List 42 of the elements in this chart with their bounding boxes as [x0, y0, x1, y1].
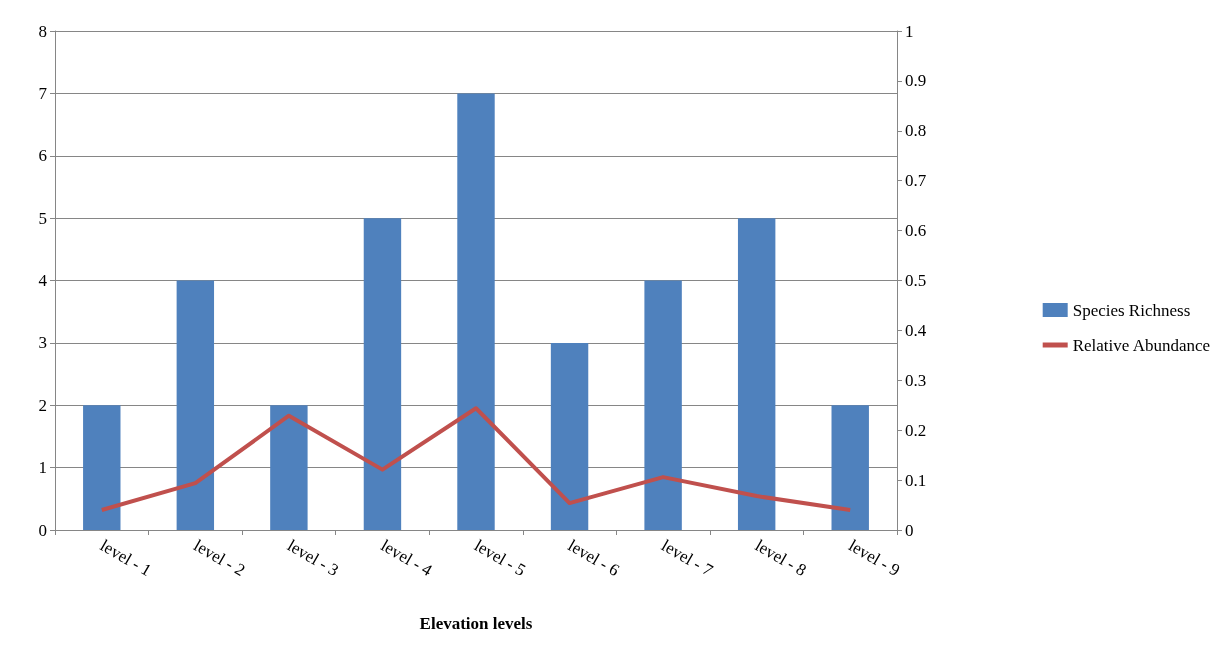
legend-label: Relative Abundance: [1072, 335, 1211, 355]
bar: [270, 405, 308, 530]
x-axis-title: Elevation levels: [419, 614, 533, 633]
x-tick-label: level - 9: [845, 535, 904, 581]
x-tick-label: level - 2: [190, 535, 249, 581]
y2-tick-label: 0.7: [905, 171, 927, 191]
bar: [83, 405, 121, 530]
y-tick-label: 4: [38, 271, 48, 290]
y-tick-label: 8: [38, 21, 47, 41]
bar: [457, 93, 495, 530]
bar: [550, 342, 589, 530]
y2-tick-label: 0.2: [905, 420, 927, 440]
y2-tick-label: 0.1: [905, 470, 927, 490]
y2-tick-label: 0.4: [905, 320, 927, 340]
bar: [176, 280, 215, 530]
x-tick-label: level - 6: [564, 535, 623, 581]
y-tick-label: 5: [38, 208, 47, 228]
y2-tick-label: 1: [905, 21, 914, 41]
x-tick-label: level - 1: [97, 535, 155, 581]
y2-tick-label: 0.6: [905, 221, 927, 241]
x-tick-label: level - 4: [377, 535, 436, 581]
y-tick-label: 0: [38, 520, 47, 540]
x-tick-label: level - 7: [658, 535, 717, 581]
y-tick-label: 3: [38, 333, 47, 353]
line-series: [99, 406, 853, 513]
y2-tick-label: 0.9: [905, 71, 927, 91]
x-tick-label: level - 8: [751, 535, 810, 581]
x-tick-label: level - 5: [471, 535, 529, 581]
bar: [831, 405, 869, 530]
y-tick-label: 1: [38, 458, 47, 478]
y2-tick-label: 0.3: [905, 370, 927, 390]
bar: [644, 280, 682, 530]
y-tick-label: 6: [38, 146, 47, 166]
bar: [363, 218, 402, 530]
y2-tick-label: 0.8: [905, 121, 927, 141]
y2-tick-label: 0.5: [905, 271, 927, 290]
y2-tick-label: 0: [905, 520, 914, 540]
y-tick-label: 7: [38, 83, 48, 103]
bar: [737, 218, 776, 530]
y-tick-label: 2: [38, 395, 47, 415]
legend-label: Species Richness: [1072, 300, 1191, 320]
x-tick-label: level - 3: [284, 535, 342, 581]
